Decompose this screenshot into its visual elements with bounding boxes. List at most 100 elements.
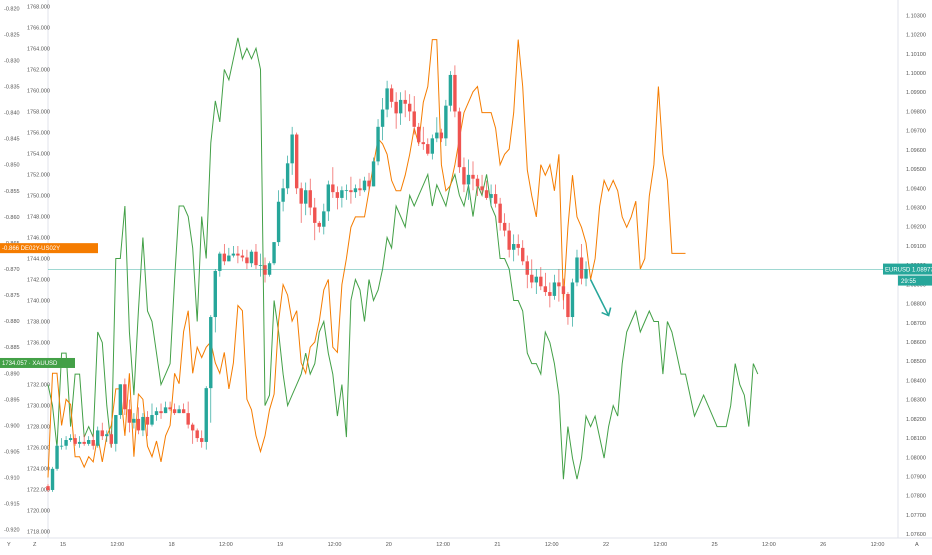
projection-arrow-head xyxy=(601,307,612,317)
right-tick-label: 1.08000 xyxy=(906,455,926,461)
candle-body xyxy=(59,445,64,447)
right-price-axis[interactable]: 1.10300 1.10200 1.10100 1.10000 1.09900 1.098… xyxy=(897,0,926,538)
candle-body xyxy=(109,434,113,444)
countdown-tag xyxy=(898,275,932,286)
candle-body xyxy=(91,440,95,446)
candle-body xyxy=(444,105,448,139)
candle-body xyxy=(222,253,227,262)
left-tick-label: 1768.000 xyxy=(27,4,50,10)
left-tick-label-2: -0.875 xyxy=(4,293,20,299)
right-tick-label: 1.07900 xyxy=(906,475,926,481)
candle-body xyxy=(172,409,177,414)
right-tick-label: 1.10200 xyxy=(906,33,926,39)
candle-body xyxy=(475,178,480,187)
candle-body xyxy=(50,468,55,490)
right-tick-label: 1.07600 xyxy=(906,532,926,538)
left-tick-label: 1760.000 xyxy=(27,88,50,94)
right-tick-label: 1.08800 xyxy=(906,302,926,308)
countdown-tag-text: 29:55 xyxy=(901,279,917,285)
candle-body xyxy=(367,180,371,187)
left-tick-label: 1762.000 xyxy=(27,67,50,73)
candle-body xyxy=(213,270,217,318)
candle-body xyxy=(186,413,190,425)
candle-body xyxy=(304,190,308,204)
candle-body xyxy=(380,109,385,127)
spread-price-tag-text: -0.866 DE02Y-US02Y xyxy=(2,246,60,252)
candle-body xyxy=(154,411,159,416)
left-tick-label-2: -0.830 xyxy=(4,58,20,64)
eurusd-price-tag-text: EURUSD 1.08977 xyxy=(885,268,932,274)
candle-body xyxy=(258,265,263,266)
time-tick-label: 19 xyxy=(277,542,283,548)
candle-body xyxy=(326,184,331,212)
corner-label: A xyxy=(915,542,919,548)
candle-body xyxy=(561,286,566,294)
left-tick-label-2: -0.885 xyxy=(4,345,20,351)
left-tick-label-2: -0.820 xyxy=(4,6,20,12)
candle-body xyxy=(498,203,502,223)
right-tick-label: 1.08300 xyxy=(906,398,926,404)
candle-body xyxy=(371,161,376,187)
left-tick-label: 1732.000 xyxy=(27,383,50,389)
candle-body xyxy=(552,282,557,296)
candle-body xyxy=(548,292,552,296)
candle-body xyxy=(190,424,195,431)
candle-body xyxy=(362,180,367,191)
left-tick-label: 1754.000 xyxy=(27,151,50,157)
candle-body xyxy=(511,244,516,250)
left-price-axis[interactable]: 1768.000 1766.000 1764.000 1762.000 1760.000… xyxy=(4,0,50,538)
candle-body xyxy=(349,190,353,193)
left-tick-label-2: -0.860 xyxy=(4,215,20,221)
candle-body xyxy=(281,188,285,202)
candle-body xyxy=(557,282,561,287)
left-tick-label: 1740.000 xyxy=(27,299,50,305)
candle-body xyxy=(439,132,444,139)
candle-body xyxy=(204,388,208,442)
candle-body xyxy=(245,257,249,264)
candle-body xyxy=(566,293,570,318)
candle-body xyxy=(502,222,507,231)
candle-body xyxy=(236,253,240,256)
candle-body xyxy=(471,174,475,179)
candle-body xyxy=(534,276,538,283)
candle-body xyxy=(421,142,425,145)
candle-body xyxy=(408,103,412,112)
candle-body xyxy=(403,99,407,104)
plot-area[interactable] xyxy=(46,37,898,492)
time-axis[interactable]: 15 12:00 18 12:00 19 12:00 20 12:00 21 12:00 22 12:… xyxy=(0,537,932,548)
candle-body xyxy=(484,190,489,198)
left-tick-label-2: -0.835 xyxy=(4,85,20,91)
projection-arrow xyxy=(589,279,610,316)
time-tick-label: 12:00 xyxy=(871,542,885,548)
candle-body xyxy=(285,163,290,189)
left-tick-label: 1750.000 xyxy=(27,193,50,199)
candle-body xyxy=(530,274,534,283)
left-tick-label-2: -0.910 xyxy=(4,476,20,482)
spread-price-tag xyxy=(0,243,98,254)
candle-body xyxy=(55,445,59,469)
candle-body xyxy=(584,269,588,279)
candle-body xyxy=(453,74,457,112)
candle-body xyxy=(77,441,82,444)
candle-body xyxy=(299,188,303,204)
left-tick-label-2: -0.845 xyxy=(4,137,20,143)
candle-body xyxy=(313,207,317,223)
right-tick-label: 1.09600 xyxy=(906,148,926,154)
left-tick-label: 1756.000 xyxy=(27,130,50,136)
gold-price-tag-text: 1734.057 · XAUUSD xyxy=(2,361,58,367)
candle-body xyxy=(168,407,172,410)
left-tick-label: 1746.000 xyxy=(27,235,50,241)
right-tick-label: 1.09200 xyxy=(906,225,926,231)
left-tick-label: 1744.000 xyxy=(27,256,50,262)
left-tick-label-2: -0.880 xyxy=(4,319,20,325)
candle-body xyxy=(290,134,294,164)
left-tick-label-2: -0.915 xyxy=(4,502,20,508)
candle-body xyxy=(132,418,136,423)
left-tick-label: 1764.000 xyxy=(27,46,50,52)
candle-body xyxy=(435,132,439,139)
candle-body xyxy=(516,244,520,248)
time-tick-label: 12:00 xyxy=(653,542,667,548)
candle-body xyxy=(127,409,132,423)
